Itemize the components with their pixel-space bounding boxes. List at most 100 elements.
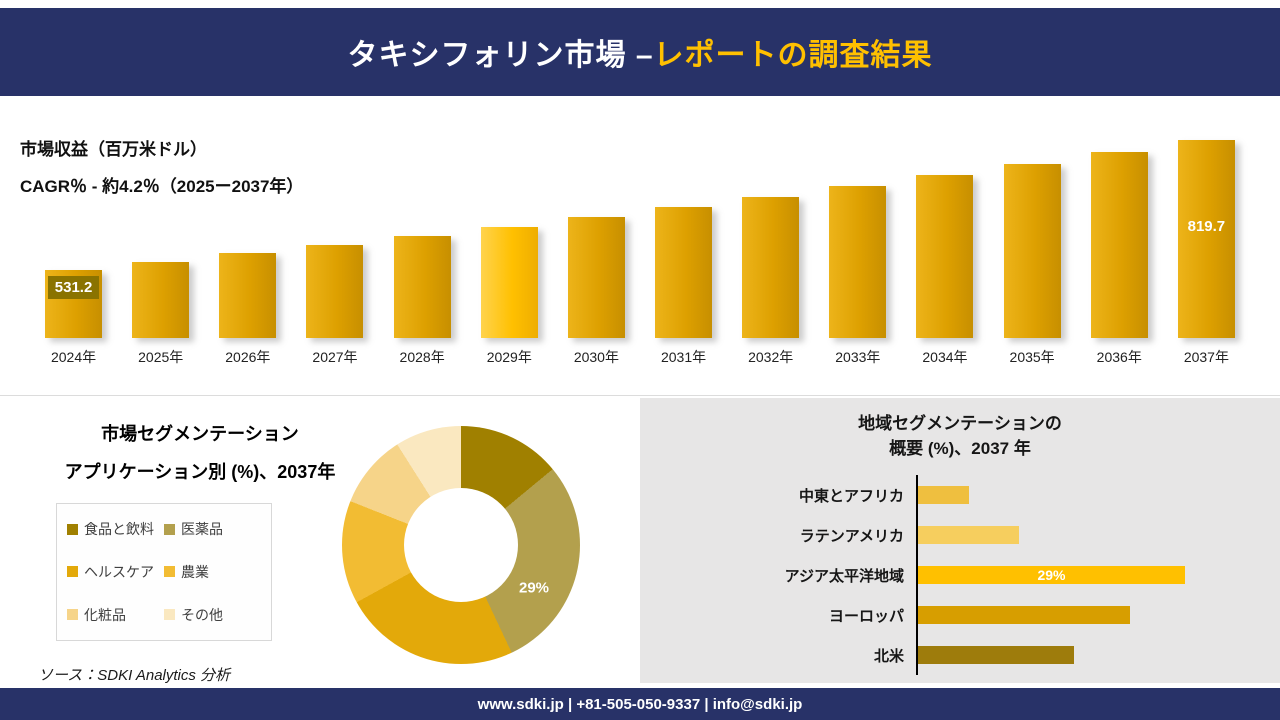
- region-bar: [918, 486, 969, 505]
- region-chart-title: 地域セグメンテーションの 概要 (%)、2037 年: [640, 412, 1280, 461]
- revenue-bar: [567, 217, 625, 338]
- revenue-bar-column: 2033年: [814, 130, 901, 365]
- revenue-bar: [1090, 152, 1148, 338]
- region-label: ラテンアメリカ: [799, 527, 904, 545]
- legend-label: その他: [181, 606, 223, 623]
- revenue-bar-chart: 531.2 2024年 2025年 2026年 2027年 2028年 2029年 2030年…: [30, 130, 1250, 365]
- revenue-bar-column: 2036年: [1076, 130, 1163, 365]
- revenue-bar-column: 819.7 2037年: [1163, 130, 1250, 365]
- x-axis-label: 2033年: [835, 349, 881, 365]
- legend-item: その他: [164, 605, 261, 625]
- bar-value-label: 531.2: [47, 276, 100, 299]
- x-axis-label: 2036年: [1096, 349, 1142, 365]
- revenue-bar: [480, 227, 538, 338]
- page-title-accent: レポートの調査結果: [653, 39, 933, 72]
- donut-data-label: 29%: [518, 579, 550, 597]
- segmentation-donut-chart: 29%: [342, 426, 580, 664]
- footer-contact-text: www.sdki.jp | +81-505-050-9337 | info@sd…: [477, 695, 803, 713]
- region-bar: [918, 526, 1019, 545]
- x-axis-label: 2029年: [486, 349, 532, 365]
- revenue-bar: [1003, 164, 1061, 338]
- legend-swatch-icon: [164, 566, 175, 578]
- revenue-bar-column: 2025年: [117, 130, 204, 365]
- page-title-main: タキシフォリン市場 –: [347, 39, 654, 72]
- region-label: 中東とアフリカ: [798, 487, 904, 505]
- section-divider: [0, 395, 1280, 396]
- x-axis-label: 2027年: [312, 349, 358, 365]
- x-axis-label: 2030年: [573, 349, 619, 365]
- revenue-bar: 819.7: [1177, 140, 1235, 338]
- segmentation-titles: 市場セグメンテーション アプリケーション別 (%)、2037年: [0, 420, 400, 484]
- footer-banner: www.sdki.jp | +81-505-050-9337 | info@sd…: [0, 688, 1280, 720]
- x-axis-label: 2037年: [1183, 349, 1229, 365]
- region-panel: 地域セグメンテーションの 概要 (%)、2037 年 中東とアフリカ ラテンアメリ…: [640, 398, 1280, 683]
- region-bar-row: [918, 635, 1185, 675]
- legend-label: 食品と飲料: [84, 521, 154, 538]
- region-bar-row: 29%: [918, 555, 1185, 595]
- legend-item: 農業: [164, 562, 261, 582]
- legend-swatch-icon: [67, 609, 78, 621]
- revenue-bar-column: 2029年: [466, 130, 553, 365]
- x-axis-label: 2028年: [399, 349, 445, 365]
- revenue-bar-column: 531.2 2024年: [30, 130, 117, 365]
- revenue-bar: 531.2: [45, 270, 103, 338]
- revenue-bar-column: 2030年: [553, 130, 640, 365]
- revenue-bar-column: 2032年: [727, 130, 814, 365]
- x-axis-label: 2024年: [50, 349, 97, 365]
- legend-label: 医薬品: [181, 521, 223, 538]
- revenue-bar-column: 2026年: [204, 130, 291, 365]
- legend-swatch-icon: [164, 523, 175, 535]
- region-bar-value-label: 29%: [1037, 567, 1066, 584]
- bar-value-label: 819.7: [1187, 218, 1226, 235]
- source-note: ソース：SDKI Analytics 分析: [38, 667, 231, 684]
- region-bar: [918, 646, 1074, 665]
- page-title: タキシフォリン市場 –レポートの調査結果: [347, 30, 932, 74]
- x-axis-label: 2025年: [138, 349, 184, 365]
- segmentation-subtitle: アプリケーション別 (%)、2037年: [64, 462, 336, 482]
- region-label: アジア太平洋地域: [784, 567, 904, 585]
- legend-item: 食品と飲料: [67, 519, 164, 539]
- segmentation-legend: 食品と飲料 医薬品ヘルスケア 農業化粧品 その他: [56, 503, 272, 641]
- legend-item: 医薬品: [164, 519, 261, 539]
- region-bar: [918, 606, 1130, 625]
- revenue-bar: [655, 207, 713, 338]
- region-title-line2: 概要 (%)、2037 年: [889, 438, 1031, 458]
- region-bars: 29%: [916, 475, 1185, 676]
- segmentation-title: 市場セグメンテーション: [101, 424, 299, 444]
- revenue-bar: [132, 262, 190, 338]
- legend-item: ヘルスケア: [67, 562, 164, 582]
- legend-item: 化粧品: [67, 605, 164, 625]
- revenue-chart-meta: 市場収益（百万米ドル） CAGR％ - 約4.2％（2025ー2037年）: [20, 135, 303, 209]
- legend-swatch-icon: [164, 609, 175, 621]
- x-axis-label: 2031年: [660, 349, 707, 365]
- revenue-bar-column: 2031年: [640, 130, 727, 365]
- revenue-bar-column: 2028年: [379, 130, 466, 365]
- revenue-bar-column: 2027年: [291, 130, 378, 365]
- revenue-bar: [393, 236, 451, 338]
- region-label: 北米: [873, 647, 904, 665]
- revenue-bar: [306, 245, 364, 338]
- revenue-bar: [742, 197, 800, 338]
- revenue-bar: [916, 175, 974, 338]
- x-axis-label: 2026年: [225, 349, 271, 365]
- region-bar-chart: 中東とアフリカ ラテンアメリカアジア太平洋地域ヨーロッパ北米 29%: [640, 475, 1280, 676]
- legend-label: 農業: [181, 563, 209, 580]
- legend-label: 化粧品: [84, 606, 126, 623]
- revenue-bar: [829, 186, 887, 338]
- revenue-chart-title: 市場収益（百万米ドル）: [20, 140, 207, 159]
- revenue-chart-cagr: CAGR％ - 約4.2％（2025ー2037年）: [20, 177, 304, 196]
- x-axis-label: 2034年: [922, 349, 968, 365]
- header-banner: タキシフォリン市場 –レポートの調査結果: [0, 8, 1280, 96]
- region-category-labels: 中東とアフリカ ラテンアメリカアジア太平洋地域ヨーロッパ北米: [640, 475, 916, 675]
- legend-label: ヘルスケア: [84, 563, 154, 580]
- region-bar-row: [918, 595, 1185, 635]
- region-bar: 29%: [918, 566, 1185, 585]
- x-axis-label: 2035年: [1009, 349, 1055, 365]
- legend-swatch-icon: [67, 566, 78, 578]
- revenue-bar-column: 2035年: [989, 130, 1076, 365]
- region-label: ヨーロッパ: [828, 607, 904, 625]
- region-bar-row: [918, 475, 1185, 515]
- legend-swatch-icon: [67, 523, 78, 535]
- region-bar-row: [918, 515, 1185, 555]
- region-title-line1: 地域セグメンテーションの: [858, 414, 1062, 433]
